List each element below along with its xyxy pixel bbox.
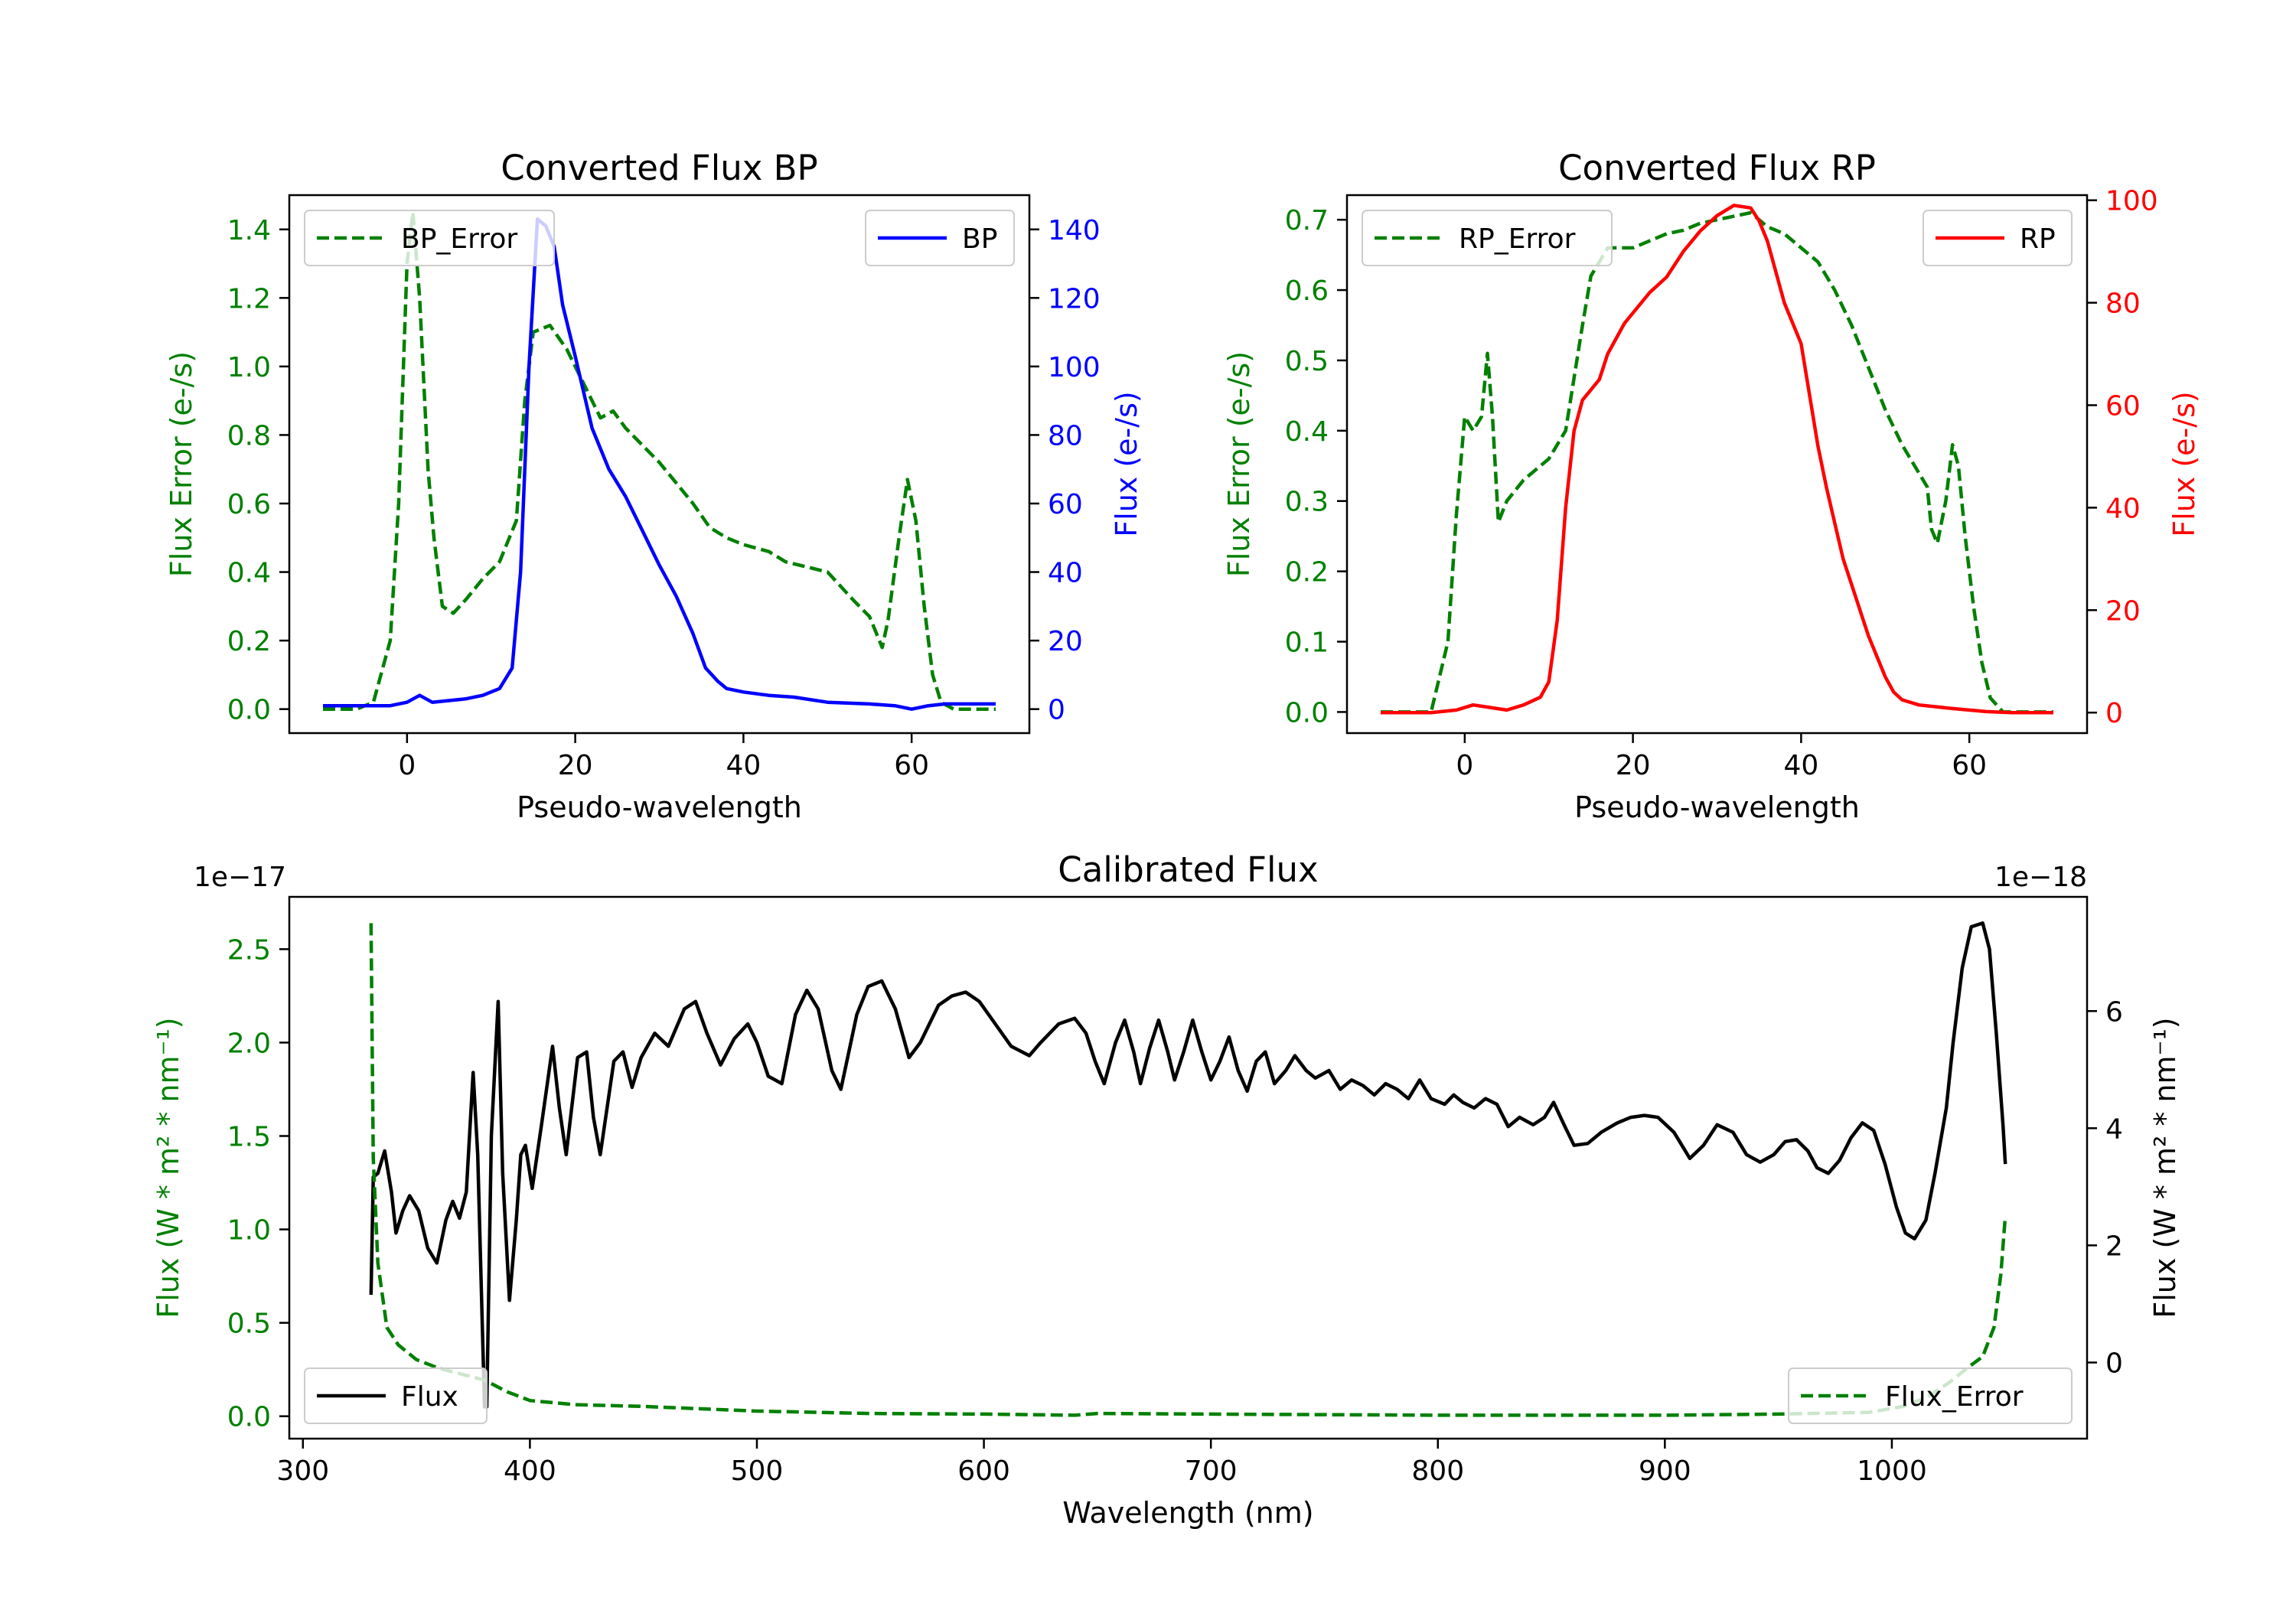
chart-1-series-bp (323, 217, 996, 711)
chart-3-x-tick-label: 400 (504, 1455, 556, 1487)
chart-3-y-right-tick-label: 4 (2105, 1113, 2123, 1145)
chart-1-y-left-tick-label: 0.2 (227, 626, 271, 657)
chart-3-title: Calibrated Flux (1058, 849, 1318, 890)
chart-1-y-right-tick-label: 40 (1048, 558, 1083, 589)
chart-2-y-left-tick-label: 0.5 (1285, 346, 1329, 377)
chart-3-x-axis-label: Wavelength (nm) (1062, 1496, 1313, 1530)
chart-3-legend-box (1788, 1367, 2073, 1424)
chart-3-plot-frame (288, 895, 2089, 1440)
chart-3-y-left-offset-label: 1e−17 (194, 862, 286, 893)
chart-2-y-left-tick-label: 0.0 (1285, 697, 1329, 729)
chart-1-y-right-tick-label: 100 (1048, 352, 1101, 383)
chart-2-y-right-tick-label: 100 (2105, 186, 2158, 217)
chart-1-y-left-tick-label: 1.0 (227, 352, 271, 383)
chart-3-x-tick-label: 1000 (1857, 1455, 1927, 1487)
chart-1-y-left-tick-label: 0.4 (227, 558, 271, 589)
chart-3-y-left-tick-label: 2.5 (227, 934, 271, 966)
chart-1-y-right-tick-label: 140 (1048, 215, 1101, 246)
chart-1-y-right-tick-label: 20 (1048, 626, 1083, 657)
chart-3-x-tick-label: 300 (276, 1455, 329, 1487)
chart-1-y-left-tick-label: 0.8 (227, 420, 271, 451)
chart-1-y-right-tick-label: 0 (1048, 695, 1065, 726)
chart-3-legend-box (304, 1367, 488, 1424)
chart-1-x-axis-label: Pseudo-wavelength (517, 790, 802, 824)
chart-calibrated-flux: 300 400 500 600 700 800 900 1000 0.0 0.5 1.0 1.5 2.0… (152, 849, 2182, 1530)
chart-3-y-right-axis-label: Flux (W * m² * nm⁻¹) (2148, 1017, 2182, 1318)
chart-3-x-tick-label: 900 (1639, 1455, 1691, 1487)
chart-3-x-tick-label: 600 (957, 1455, 1010, 1487)
chart-3-x-tick-label: 500 (731, 1455, 784, 1487)
chart-3-y-left-tick-label: 1.0 (227, 1215, 271, 1247)
chart-2-title: Converted Flux RP (1558, 148, 1876, 188)
chart-3-y-right-tick-label: 2 (2105, 1231, 2123, 1262)
chart-3-legend-flux: Flux (304, 1367, 488, 1424)
chart-2-y-right-tick-label: 0 (2105, 698, 2123, 729)
chart-2-series-rp-error (1381, 210, 2053, 714)
chart-2-y-left-tick-label: 0.6 (1285, 275, 1329, 307)
chart-1-y-left-tick-label: 1.2 (227, 283, 271, 315)
chart-1-x-tick-label: 60 (894, 750, 929, 781)
chart-2-legend-label: RP_Error (1459, 223, 1576, 255)
chart-1-series-bp-error (323, 210, 996, 711)
chart-2-y-left-tick-label: 0.1 (1285, 627, 1329, 659)
chart-2-legend-rp-error: RP_Error (1362, 210, 1613, 266)
chart-1-y-right-tick-label: 120 (1048, 283, 1101, 315)
chart-2-legend-rp: RP (1923, 210, 2073, 266)
chart-3-y-left-axis-label: Flux (W * m² * nm⁻¹) (152, 1017, 185, 1318)
chart-2-y-right-tick-label: 40 (2105, 493, 2141, 524)
chart-2-y-right-tick-label: 60 (2105, 391, 2141, 422)
chart-1-x-tick-label: 20 (558, 750, 593, 781)
chart-3-y-right-offset-label: 1e−18 (1994, 862, 2087, 893)
chart-1-y-left-tick-label: 0.0 (227, 695, 271, 726)
chart-2-x-tick-label: 0 (1456, 750, 1473, 781)
chart-1-y-left-tick-label: 1.4 (227, 215, 271, 246)
chart-2-y-left-tick-label: 0.2 (1285, 557, 1329, 588)
chart-2-legend-label: RP (2020, 223, 2056, 255)
chart-3-series-flux (369, 921, 2007, 1409)
chart-3-x-tick-label: 800 (1411, 1455, 1464, 1487)
chart-1-x-tick-label: 0 (398, 750, 416, 781)
chart-3-y-left-tick-label: 1.5 (227, 1121, 271, 1152)
chart-1-legend-label: BP (962, 223, 997, 255)
chart-converted-flux-bp: 0 20 40 60 0.0 0.2 0.4 0.6 0.8 1.0 1.2 1.4 0 20 40 60 80… (165, 148, 1143, 824)
chart-1-plot-frame (288, 194, 1031, 735)
chart-1-y-right-tick-label: 80 (1048, 420, 1083, 451)
chart-3-y-right-tick-label: 0 (2105, 1348, 2123, 1379)
chart-1-x-tick-label: 40 (726, 750, 761, 781)
chart-3-legend-label: Flux (401, 1381, 458, 1413)
chart-2-legend-box (1362, 210, 1613, 266)
chart-2-x-tick-label: 20 (1616, 750, 1651, 781)
chart-1-y-right-tick-label: 60 (1048, 489, 1083, 520)
chart-2-series-rp (1381, 204, 2053, 715)
chart-1-y-right-axis-label: Flux (e-/s) (1110, 391, 1143, 536)
chart-2-plot-frame (1345, 194, 2089, 735)
chart-1-legend-bp-error: BP_Error (304, 210, 555, 266)
chart-2-y-right-axis-label: Flux (e-/s) (2167, 391, 2201, 536)
chart-3-legend-label: Flux_Error (1885, 1381, 2024, 1413)
chart-1-y-left-tick-label: 0.6 (227, 489, 271, 520)
chart-3-x-tick-label: 700 (1185, 1455, 1238, 1487)
chart-2-y-right-tick-label: 80 (2105, 288, 2141, 320)
chart-2-x-tick-label: 40 (1783, 750, 1818, 781)
chart-converted-flux-rp: 0 20 40 60 0.0 0.1 0.2 0.3 0.4 0.5 0.6 0.7 0 20 40 60 80… (1222, 148, 2201, 824)
chart-1-legend-box (304, 210, 555, 266)
chart-2-y-left-tick-label: 0.3 (1285, 487, 1329, 518)
chart-3-y-left-tick-label: 0.5 (227, 1309, 271, 1340)
chart-3-y-left-tick-label: 2.0 (227, 1028, 271, 1059)
chart-2-x-axis-label: Pseudo-wavelength (1574, 790, 1860, 824)
chart-2-y-right-tick-label: 20 (2105, 595, 2141, 627)
chart-2-y-left-tick-label: 0.4 (1285, 416, 1329, 448)
chart-3-series-flux-error (369, 923, 2007, 1417)
chart-2-x-tick-label: 60 (1952, 750, 1987, 781)
chart-1-y-left-axis-label: Flux Error (e-/s) (165, 351, 198, 577)
chart-1-title: Converted Flux BP (501, 148, 817, 188)
chart-3-legend-flux-error: Flux_Error (1788, 1367, 2073, 1424)
chart-1-legend-bp: BP (865, 210, 1015, 266)
chart-1-legend-label: BP_Error (401, 223, 517, 255)
chart-3-y-left-tick-label: 0.0 (227, 1402, 271, 1433)
chart-2-y-left-axis-label: Flux Error (e-/s) (1222, 351, 1256, 577)
chart-3-y-right-tick-label: 6 (2105, 996, 2123, 1028)
chart-2-y-left-tick-label: 0.7 (1285, 205, 1329, 236)
